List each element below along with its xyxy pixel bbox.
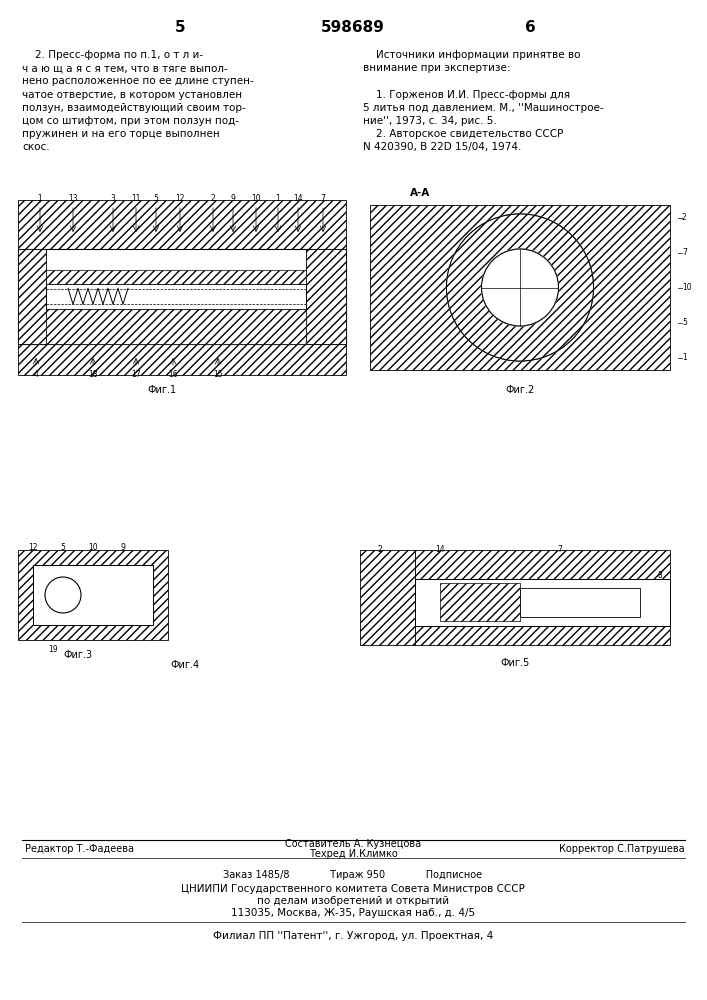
Bar xyxy=(46,284,306,308)
Text: Корректор С.Патрушева: Корректор С.Патрушева xyxy=(559,844,685,854)
Text: ЦНИИПИ Государственного комитета Совета Министров СССР: ЦНИИПИ Государственного комитета Совета … xyxy=(181,884,525,894)
Text: 9: 9 xyxy=(121,543,125,552)
Text: 2: 2 xyxy=(211,194,216,203)
Text: 13: 13 xyxy=(68,194,78,203)
Text: 5: 5 xyxy=(153,194,158,203)
Text: 7: 7 xyxy=(682,248,687,257)
Text: 5: 5 xyxy=(682,318,687,327)
Circle shape xyxy=(45,577,81,613)
Text: Фиг.1: Фиг.1 xyxy=(148,385,177,395)
Bar xyxy=(18,249,46,344)
Text: 14: 14 xyxy=(436,545,445,554)
Text: 113035, Москва, Ж-35, Раушская наб., д. 4/5: 113035, Москва, Ж-35, Раушская наб., д. … xyxy=(231,908,475,918)
Text: 12: 12 xyxy=(175,194,185,203)
Text: 1: 1 xyxy=(276,194,281,203)
Text: 7: 7 xyxy=(558,545,563,554)
Text: 15: 15 xyxy=(214,370,223,379)
Text: 8: 8 xyxy=(658,571,662,580)
Text: 3: 3 xyxy=(110,194,115,203)
Text: 17: 17 xyxy=(132,370,141,379)
Text: 1: 1 xyxy=(37,194,42,203)
Text: Составитель А. Кузнецова: Составитель А. Кузнецова xyxy=(285,839,421,849)
Text: А-А: А-А xyxy=(410,188,431,198)
Bar xyxy=(360,550,415,645)
Text: Фиг.5: Фиг.5 xyxy=(501,658,530,668)
Text: 16: 16 xyxy=(168,370,178,379)
Bar xyxy=(306,249,346,344)
Bar xyxy=(18,344,346,375)
Text: 14: 14 xyxy=(293,194,303,203)
Bar xyxy=(46,308,306,344)
Bar xyxy=(415,550,670,578)
Text: 6: 6 xyxy=(525,20,535,35)
Text: 5: 5 xyxy=(175,20,185,35)
Text: 10: 10 xyxy=(251,194,261,203)
Bar xyxy=(440,583,520,621)
Text: Заказ 1485/8             Тираж 950             Подписное: Заказ 1485/8 Тираж 950 Подписное xyxy=(223,870,483,880)
Bar xyxy=(520,588,640,616)
Text: 7: 7 xyxy=(320,194,325,203)
Text: 2: 2 xyxy=(378,545,382,554)
Text: 9: 9 xyxy=(230,194,235,203)
Text: 10: 10 xyxy=(682,283,691,292)
Text: 4: 4 xyxy=(33,370,38,379)
Text: 1: 1 xyxy=(682,353,686,362)
Text: Фиг.4: Фиг.4 xyxy=(170,660,199,670)
Text: 5: 5 xyxy=(61,543,66,552)
Circle shape xyxy=(447,214,593,361)
Text: 18: 18 xyxy=(88,370,98,379)
Text: 2: 2 xyxy=(682,213,686,222)
Text: Техред И.Климко: Техред И.Климко xyxy=(309,849,397,859)
Text: Филиал ПП ''Патент'', г. Ужгород, ул. Проектная, 4: Филиал ПП ''Патент'', г. Ужгород, ул. Пр… xyxy=(213,931,493,941)
Bar xyxy=(46,270,306,284)
Bar xyxy=(18,550,168,640)
Text: по делам изобретений и открытий: по делам изобретений и открытий xyxy=(257,896,449,906)
Text: 10: 10 xyxy=(88,543,98,552)
Text: Источники информации принятве во
внимание при экспертизе:

    1. Горженов И.И. : Источники информации принятве во внимани… xyxy=(363,50,604,152)
Bar xyxy=(370,205,670,370)
Bar xyxy=(415,578,670,626)
Text: Редактор Т.-Фадеева: Редактор Т.-Фадеева xyxy=(25,844,134,854)
Bar xyxy=(33,565,153,625)
Text: 11: 11 xyxy=(132,194,141,203)
Text: 12: 12 xyxy=(28,543,37,552)
Circle shape xyxy=(481,249,559,326)
Text: 598689: 598689 xyxy=(321,20,385,35)
Text: 19: 19 xyxy=(48,645,58,654)
Bar xyxy=(18,249,346,344)
Bar xyxy=(415,626,670,645)
Text: Фиг.3: Фиг.3 xyxy=(64,650,93,660)
Text: 2. Пресс-форма по п.1, о т л и-
ч а ю щ а я с я тем, что в тяге выпол-
нено расп: 2. Пресс-форма по п.1, о т л и- ч а ю щ … xyxy=(22,50,254,152)
Bar xyxy=(18,200,346,249)
Text: Фиг.2: Фиг.2 xyxy=(506,385,534,395)
Wedge shape xyxy=(447,214,593,361)
